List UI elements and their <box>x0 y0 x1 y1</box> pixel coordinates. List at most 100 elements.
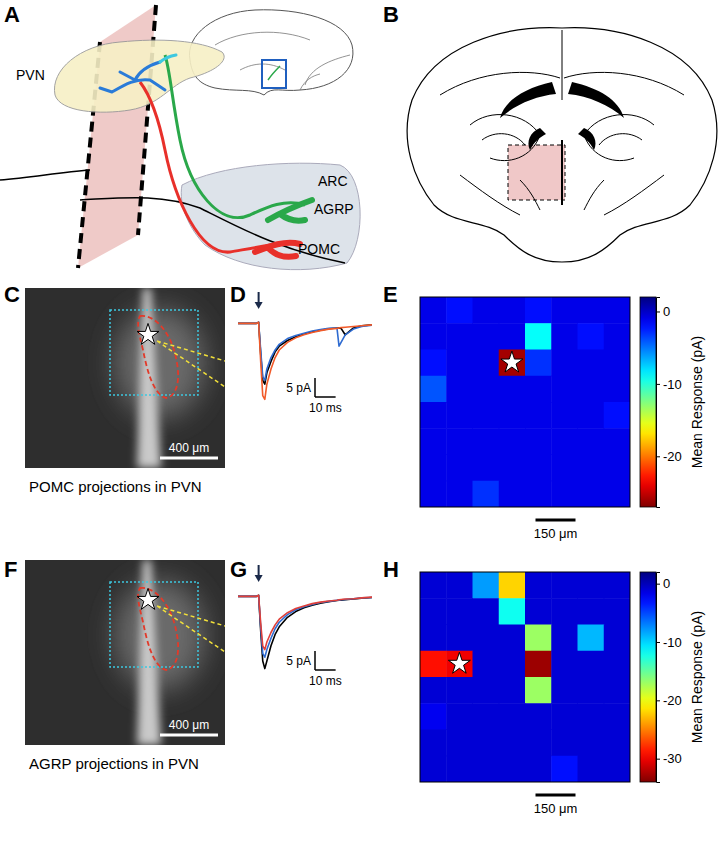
tick: -30 <box>656 751 682 766</box>
heatmap-cell <box>473 625 500 652</box>
heatmap-cell <box>525 625 552 652</box>
heatmap-cell <box>604 625 630 652</box>
recorded-cell <box>501 351 523 372</box>
heatmap-cell <box>578 625 605 652</box>
scale-bar-label: 10 ms <box>309 401 342 415</box>
heatmap-cell <box>578 455 605 482</box>
heatmap-cell <box>446 350 473 377</box>
heatmap-cell <box>578 402 605 429</box>
figure: ABCDEFGHPVNARCAGRPPOMC400 μmPOMC project… <box>0 0 726 853</box>
tick-mark <box>656 584 660 585</box>
panel-label: B <box>383 2 399 27</box>
stimulus-arrow <box>255 292 263 309</box>
heatmap-cell <box>604 598 630 625</box>
heatmap-cell <box>420 297 447 324</box>
hemisphere <box>564 72 684 215</box>
panel-label: G <box>230 557 247 582</box>
scale-bars: 5 pA10 ms <box>286 651 341 688</box>
heatmap-cell <box>446 455 473 482</box>
heatmap-cell <box>525 756 552 782</box>
heatmap-cell <box>578 323 605 350</box>
schematic: PVNARCAGRPPOMC <box>0 5 360 270</box>
pipette <box>157 606 225 652</box>
tick-mark <box>656 759 660 760</box>
heatmap-cell <box>604 402 630 429</box>
hippocampus <box>470 115 540 161</box>
heatmap-cell <box>420 350 447 377</box>
heatmap-cell <box>578 598 605 625</box>
colorbar-label: Mean Response (pA) <box>689 336 705 468</box>
heatmap-cell <box>446 730 473 757</box>
caption: AGRP projections in PVN <box>29 755 199 772</box>
heatmap-cell <box>499 481 526 507</box>
heatmap-cell <box>551 625 578 652</box>
pomc-projection <box>140 82 290 252</box>
heatmap-cell <box>604 297 630 324</box>
heatmap-cell <box>473 572 500 599</box>
arrow-shaft <box>258 565 260 576</box>
recorded-cell <box>137 323 159 344</box>
heatmap-cell <box>446 481 473 507</box>
scale-bar <box>536 794 576 797</box>
heatmap-cell <box>473 402 500 429</box>
heatmap-cell <box>499 455 526 482</box>
trace <box>238 596 372 658</box>
heatmap-cell <box>420 572 447 599</box>
axis-line <box>657 573 661 783</box>
tick-mark <box>656 642 660 643</box>
heatmap-cell <box>525 402 552 429</box>
trace <box>238 595 372 668</box>
scale-bar-y <box>314 378 316 397</box>
panel-label: E <box>383 282 398 307</box>
midline <box>562 30 563 100</box>
heatmap-cell <box>499 350 526 377</box>
heatmap-cell <box>551 598 578 625</box>
heatmap-cell <box>499 703 526 730</box>
lateral-ventricle <box>568 82 624 118</box>
heatmap-cell <box>446 297 473 324</box>
lateral-ventricle <box>500 82 556 118</box>
heatmap-cell <box>604 756 630 782</box>
heatmap-cell <box>499 376 526 403</box>
scale-bar-label: 400 μm <box>169 441 209 455</box>
hemisphere <box>440 72 560 215</box>
heatmap-cell <box>446 428 473 455</box>
heatmap-cell <box>578 651 605 678</box>
inset-box <box>262 60 286 88</box>
heatmap-cell <box>551 481 578 507</box>
tick-label: -30 <box>663 751 682 766</box>
heatmap-cell <box>578 677 605 704</box>
heatmap-cell <box>551 677 578 704</box>
heatmap-cell <box>420 625 447 652</box>
heatmap-cell <box>446 402 473 429</box>
heatmap-cell <box>420 703 447 730</box>
micrograph: 400 μm <box>25 560 225 745</box>
region-label: ARC <box>318 173 348 189</box>
heatmap-cell <box>525 428 552 455</box>
axis-line <box>657 298 661 508</box>
arrow-head <box>255 302 263 309</box>
heatmap-cell <box>604 481 630 507</box>
heatmap-cell <box>551 703 578 730</box>
scale-bar-y <box>314 651 316 670</box>
ventricle-small <box>528 128 546 150</box>
panel-label: H <box>383 557 399 582</box>
scale-bar-label: 5 pA <box>286 381 311 395</box>
fiber-haze <box>115 308 205 418</box>
heatmap-cell <box>499 677 526 704</box>
heatmap-cell <box>499 402 526 429</box>
colorbar-label: Mean Response (pA) <box>689 611 705 743</box>
overlay: 400 μm <box>110 582 225 735</box>
scale-bar <box>160 734 218 737</box>
heatmap-cell <box>604 350 630 377</box>
panel-label: F <box>4 557 17 582</box>
agrp-neurons <box>268 200 312 221</box>
heatmap-cell <box>446 323 473 350</box>
tract <box>584 175 664 215</box>
overlay: 400 μm <box>110 310 225 458</box>
tick: 0 <box>656 304 670 319</box>
heatmap-cell <box>604 455 630 482</box>
heatmap-cell <box>525 703 552 730</box>
heatmap-cell <box>578 376 605 403</box>
tract <box>460 175 540 215</box>
